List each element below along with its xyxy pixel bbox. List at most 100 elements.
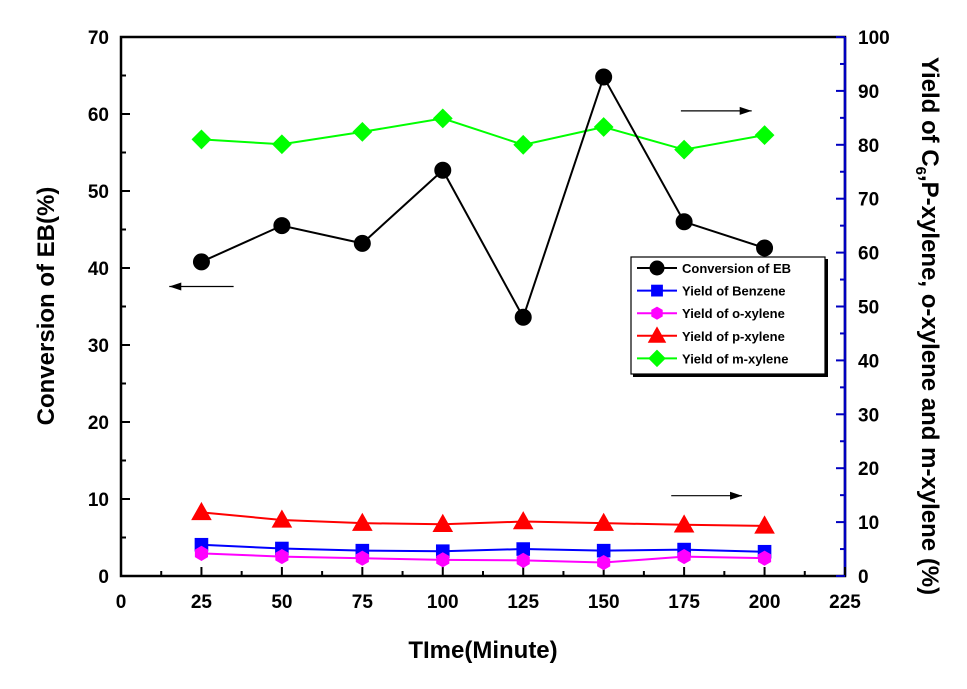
x-tick-label: 75 xyxy=(352,592,374,613)
legend-entry: Yield of m-xylene xyxy=(637,349,788,368)
legend-box xyxy=(630,256,826,375)
series-yield-of-o-xylene xyxy=(194,545,772,571)
data-point xyxy=(597,554,611,571)
right-y-tick-label: 60 xyxy=(858,244,879,265)
x-axis-title: TIme(Minute) xyxy=(408,637,557,664)
right-y-tick-label: 50 xyxy=(858,298,879,319)
data-point xyxy=(352,512,373,531)
x-tick-label: 25 xyxy=(191,592,213,613)
x-tick-label: 0 xyxy=(116,592,127,613)
series-yield-of-p-xylene xyxy=(191,501,775,534)
right-y-tick-label: 80 xyxy=(858,136,879,157)
series-line xyxy=(201,543,765,553)
legend-entry: Yield of p-xylene xyxy=(637,326,785,344)
data-point xyxy=(432,513,454,532)
data-point xyxy=(432,108,453,129)
legend-label: Yield of p-xylene xyxy=(682,329,785,344)
data-point xyxy=(355,550,369,566)
right-y-tick-label: 40 xyxy=(858,351,879,372)
data-point xyxy=(593,117,614,137)
series-yield-of-m-xylene xyxy=(191,108,775,160)
right-y-tick-label: 30 xyxy=(858,405,879,426)
arrow-annotation xyxy=(671,491,743,500)
legend-marker xyxy=(651,306,663,320)
left-y-tick-label: 20 xyxy=(88,413,109,434)
data-point xyxy=(512,511,534,530)
data-point xyxy=(756,239,774,257)
data-point xyxy=(192,253,210,271)
left-y-tick-label: 40 xyxy=(88,259,109,280)
left-y-tick-label: 0 xyxy=(98,567,109,588)
data-point xyxy=(352,121,373,142)
left-y-axis-title: Conversion of EB(%) xyxy=(33,187,60,426)
data-point xyxy=(434,161,452,179)
arrow-head xyxy=(739,106,752,115)
x-axis: 0 25 50 75 100 125 150 175 200 225 xyxy=(116,567,861,613)
data-point xyxy=(673,514,695,533)
data-point xyxy=(754,125,775,146)
legend-label: Yield of m-xylene xyxy=(682,351,788,366)
data-point xyxy=(273,217,291,235)
data-point xyxy=(675,213,693,231)
arrow-head xyxy=(169,282,182,291)
data-point xyxy=(271,134,292,155)
data-point xyxy=(275,549,289,565)
left-y-axis: 0 10 20 30 40 50 60 70 xyxy=(88,28,130,588)
right-y-tick-label: 70 xyxy=(858,190,879,211)
legend-marker xyxy=(647,326,667,343)
legend-shadow-bottom xyxy=(633,374,828,377)
x-tick-label: 125 xyxy=(507,592,539,613)
series-line xyxy=(201,74,765,320)
right-y-tick-label: 90 xyxy=(858,82,879,103)
annotation-layer xyxy=(169,106,752,500)
legend-marker xyxy=(648,349,666,368)
data-point xyxy=(593,512,614,531)
x-tick-label: 225 xyxy=(829,592,861,613)
legend-label: Conversion of EB xyxy=(682,261,791,276)
series-line xyxy=(201,552,765,564)
right-y-tick-label: 20 xyxy=(858,459,879,480)
data-point xyxy=(353,234,371,252)
left-y-tick-label: 50 xyxy=(88,182,109,203)
series-line xyxy=(201,117,765,151)
left-y-tick-label: 70 xyxy=(88,28,109,49)
legend-label: Yield of Benzene xyxy=(682,284,786,299)
right-y-tick-label: 10 xyxy=(858,513,879,534)
legend: Conversion of EB Yield of Benzene Yield of… xyxy=(630,256,828,377)
data-point xyxy=(194,545,209,561)
right-y-tick-label: 100 xyxy=(858,28,890,49)
data-point xyxy=(516,552,530,568)
right-y-axis-title-suffix: ,P-xylene, o-xylene and m-xylene (%) xyxy=(916,175,943,595)
data-point xyxy=(513,134,534,155)
x-tick-label: 150 xyxy=(588,592,620,613)
series-layer xyxy=(191,68,775,571)
data-point xyxy=(757,550,772,566)
right-y-axis-title-prefix: Yield of C xyxy=(916,57,943,167)
right-y-axis-title-subscript: 6 xyxy=(912,167,929,175)
legend-items: Conversion of EB Yield of Benzene Yield of… xyxy=(637,260,791,368)
data-point xyxy=(191,129,212,150)
data-point xyxy=(191,501,212,521)
data-point xyxy=(674,139,695,160)
data-point xyxy=(514,308,532,326)
series-conversion-of-eb xyxy=(192,68,774,326)
arrow-head xyxy=(730,491,743,500)
left-y-tick-label: 10 xyxy=(88,490,109,511)
x-tick-label: 100 xyxy=(427,592,459,613)
series-line xyxy=(201,511,765,527)
x-tick-label: 200 xyxy=(749,592,781,613)
arrow-annotation xyxy=(169,282,234,291)
data-point xyxy=(754,515,775,534)
legend-entry: Yield of o-xylene xyxy=(637,306,785,321)
legend-entry: Conversion of EB xyxy=(637,260,791,276)
x-tick-label: 50 xyxy=(271,592,292,613)
data-point xyxy=(677,549,691,565)
left-y-tick-label: 30 xyxy=(88,336,109,357)
legend-shadow-right xyxy=(825,259,828,376)
right-y-tick-label: 0 xyxy=(858,567,869,588)
data-point xyxy=(271,509,293,528)
right-y-axis-title: Yield of C6,P-xylene, o-xylene and m-xyl… xyxy=(912,57,943,595)
legend-label: Yield of o-xylene xyxy=(682,306,785,321)
